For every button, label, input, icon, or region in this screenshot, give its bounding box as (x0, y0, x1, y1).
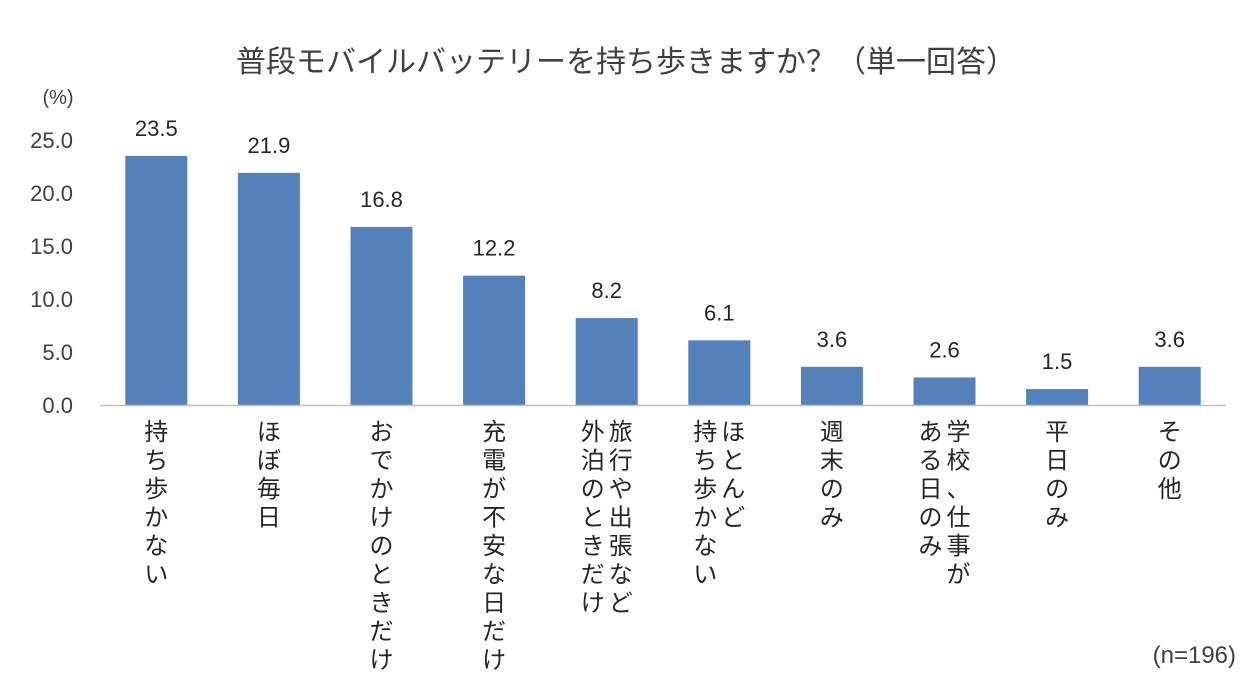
bars-group (125, 155, 1201, 405)
bar (575, 318, 638, 405)
y-tick-label: 20.0 (30, 181, 73, 206)
data-label: 21.9 (247, 133, 290, 158)
bar (1138, 366, 1201, 405)
data-label: 3.6 (1154, 327, 1185, 352)
bar (800, 366, 863, 405)
category-label: ほとんど (721, 418, 745, 532)
category-labels: 持ち歩かない ほぼ毎日 おでかけのときだけ 充電が不安な日だけ 旅行や出張など外泊のとき… (144, 418, 1181, 674)
y-tick-label: 0.0 (42, 393, 73, 418)
bar (463, 275, 526, 405)
data-label: 8.2 (591, 278, 622, 303)
bar (688, 340, 751, 405)
sample-size-note: (n=196) (1153, 642, 1236, 669)
category-label: 外泊のときだけ (581, 418, 605, 617)
bar (1026, 389, 1089, 405)
data-label: 3.6 (817, 327, 848, 352)
y-axis-ticks: 0.0 5.0 10.0 15.0 20.0 25.0 (30, 128, 73, 418)
category-label: ほぼ毎日 (257, 418, 281, 532)
category-label: 週末のみ (820, 418, 844, 532)
y-axis-unit-label: (%) (42, 87, 73, 109)
category-label: ある日のみ (919, 418, 943, 560)
chart-title: 普段モバイルバッテリーを持ち歩きますか？（単一回答） (236, 45, 1016, 80)
y-tick-label: 10.0 (30, 287, 73, 312)
data-labels: 23.5 21.9 16.8 12.2 8.2 6.1 3.6 2.6 1.5 3.6 (135, 116, 1185, 374)
y-tick-label: 15.0 (30, 234, 73, 259)
data-label: 6.1 (704, 300, 735, 325)
y-tick-label: 25.0 (30, 128, 73, 153)
data-label: 2.6 (929, 337, 960, 362)
bar (913, 377, 976, 405)
category-label: おでかけのときだけ (370, 418, 394, 674)
y-tick-label: 5.0 (42, 340, 73, 365)
data-label: 16.8 (360, 187, 403, 212)
bar (237, 172, 300, 405)
data-label: 23.5 (135, 116, 178, 141)
category-label: 持ち歩かない (144, 418, 168, 589)
data-label: 1.5 (1042, 349, 1073, 374)
bar (350, 226, 413, 405)
category-label: 旅行や出張など (609, 418, 633, 617)
data-label: 12.2 (473, 236, 516, 261)
category-label: 持ち歩かない (693, 418, 717, 589)
category-label: その他 (1158, 418, 1182, 503)
bar (125, 155, 188, 405)
category-label: 充電が不安な日だけ (482, 418, 506, 674)
category-label: 平日のみ (1045, 418, 1069, 532)
category-label: 学校、仕事が (947, 418, 971, 589)
